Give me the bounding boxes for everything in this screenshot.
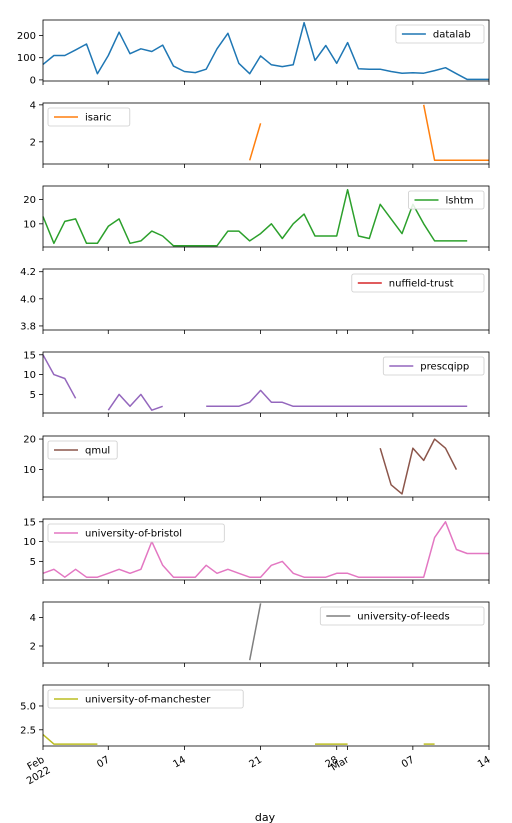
legend-label: datalab	[433, 30, 471, 41]
x-tick-label-group: 07	[400, 755, 417, 771]
y-tick-label: 15	[23, 350, 36, 361]
y-tick-label: 3.8	[20, 321, 36, 332]
legend-qmul: qmul	[47, 440, 118, 460]
series-line-qmul	[379, 438, 458, 495]
axes-frame	[42, 601, 490, 664]
y-tick-label: 20	[23, 195, 36, 206]
legend-prescqipp: prescqipp	[382, 356, 485, 376]
legend-box	[351, 273, 485, 293]
legend-university-of-leeds: university-of-leeds	[319, 606, 485, 626]
panel-datalab: 0 100 200 datalab	[17, 19, 490, 86]
y-tick-label: 4.0	[20, 294, 36, 305]
series-line-lshtm	[42, 188, 468, 247]
y-tick-label: 2.5	[20, 725, 36, 736]
y-tick-label: 0	[30, 75, 36, 86]
legend-label: lshtm	[446, 196, 474, 207]
legend-label: university-of-leeds	[357, 612, 449, 623]
legend-label: university-of-manchester	[85, 695, 211, 706]
axes-frame	[42, 268, 490, 331]
x-axis-label: day	[255, 811, 276, 823]
legend-box	[408, 190, 485, 210]
x-tick-label: 21	[248, 755, 265, 771]
axes-frame	[42, 435, 490, 498]
panel-qmul: 10 20 qmul	[23, 435, 490, 501]
legend-label: prescqipp	[420, 362, 469, 373]
y-tick-label: 10	[23, 219, 36, 230]
x-tick-label-group: 14	[171, 755, 188, 771]
y-tick-label: 4.2	[20, 267, 36, 278]
x-tick-label: 07	[95, 755, 112, 771]
axes-frame	[42, 684, 490, 747]
legend-lshtm: lshtm	[408, 190, 485, 210]
panel-prescqipp: 5 10 15 prescqipp	[23, 350, 490, 417]
y-tick-label: 10	[23, 370, 36, 381]
y-tick-label: 4	[30, 100, 36, 111]
panel-university-of-leeds: 2 4 university-of-leeds	[30, 601, 490, 667]
legend-box	[47, 689, 244, 709]
legend-datalab: datalab	[395, 24, 485, 44]
legend-label: qmul	[85, 446, 110, 457]
x-tick-label-group: 07	[95, 755, 112, 771]
x-tick-label: 07	[400, 755, 417, 771]
y-tick-label: 100	[17, 53, 36, 64]
x-tick-label-group: 14	[476, 755, 493, 771]
y-tick-label: 2	[30, 137, 36, 148]
axes-frame	[42, 102, 490, 165]
legend-box	[47, 440, 118, 460]
axes-frame	[42, 518, 490, 581]
series-line-university-of-bristol	[42, 521, 489, 578]
panel-university-of-bristol: 5 10 15 university-of-bristol	[23, 517, 490, 584]
legend-isaric: isaric	[47, 107, 131, 127]
series-line-university-of-manchester	[42, 734, 98, 745]
x-tick-label: 14	[171, 755, 188, 771]
series-line-prescqipp	[107, 393, 163, 411]
legend-label: nuffield-trust	[389, 279, 454, 290]
y-tick-label: 200	[17, 31, 36, 42]
y-tick-label: 10	[23, 537, 36, 548]
panel-university-of-manchester: 2.5 5.0 university-of-manchester	[20, 684, 490, 750]
y-tick-label: 20	[23, 435, 36, 446]
legend-label: isaric	[85, 113, 112, 124]
series-line-university-of-leeds	[248, 603, 262, 661]
y-tick-label: 5	[30, 390, 36, 401]
series-line-prescqipp	[206, 389, 468, 408]
legend-label: university-of-bristol	[85, 529, 182, 540]
axes-frame	[42, 19, 490, 82]
series-line-isaric	[422, 104, 489, 162]
axes-frame	[42, 185, 490, 248]
series-line-datalab	[42, 21, 489, 81]
legend-box	[319, 606, 485, 626]
legend-box	[47, 107, 131, 127]
y-tick-label: 5.0	[20, 701, 36, 712]
y-tick-label: 4	[30, 613, 36, 624]
series-line-prescqipp	[42, 354, 77, 399]
legend-box	[47, 523, 225, 543]
y-tick-label: 2	[30, 641, 36, 652]
series-line-isaric	[248, 123, 262, 161]
panel-lshtm: 10 20 lshtm	[23, 185, 490, 251]
panel-nuffield-trust: 3.8 4.0 4.2 nuffield-trust	[20, 267, 490, 334]
y-tick-label: 5	[30, 557, 36, 568]
x-tick-label-group: 21	[248, 755, 265, 771]
y-tick-label: 10	[23, 465, 36, 476]
y-tick-label: 15	[23, 517, 36, 528]
panel-isaric: 2 4 isaric	[30, 100, 490, 168]
axes-frame	[42, 351, 490, 414]
legend-box	[395, 24, 485, 44]
x-tick-label: 14	[476, 755, 493, 771]
legend-box	[382, 356, 485, 376]
legend-university-of-manchester: university-of-manchester	[47, 689, 244, 709]
legend-nuffield-trust: nuffield-trust	[351, 273, 485, 293]
legend-university-of-bristol: university-of-bristol	[47, 523, 225, 543]
